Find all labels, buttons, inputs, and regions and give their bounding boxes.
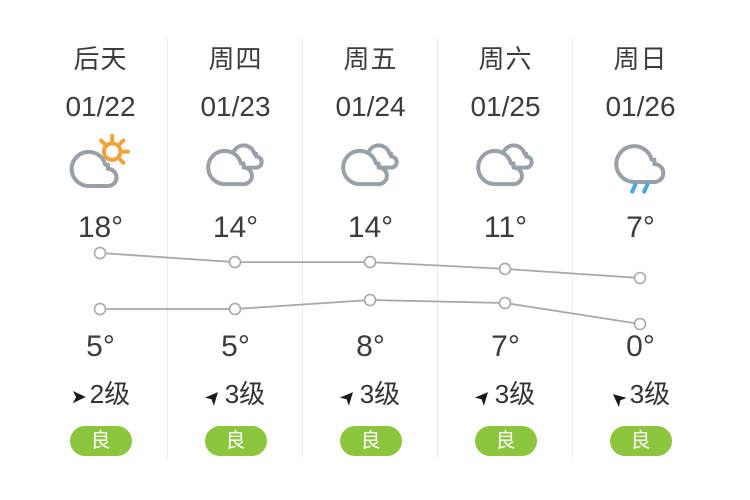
cloudy-icon [205,143,264,187]
forecast-day-column[interactable]: 周四 01/23 14° 5° ➤3级 良 [168,0,303,500]
rain-icon [613,144,665,194]
low-temp: 5° [221,330,250,363]
partly-cloudy-icon [69,133,130,189]
date-label: 01/25 [470,91,541,122]
day-label: 周六 [478,44,533,74]
aqi-badge: 良 [204,426,267,456]
high-temp: 11° [483,211,528,244]
date-label: 01/22 [65,91,136,122]
forecast-day-column[interactable]: 周六 01/25 11° 7° ➤3级 良 [438,0,573,500]
low-temp: 0° [626,330,655,363]
aqi-badge: 良 [339,426,402,456]
column-divider [437,38,438,459]
forecast-day-column[interactable]: 周日 01/26 7° 0° ➤3级 良 [573,0,708,500]
date-label: 01/26 [605,91,676,122]
forecast-day-column[interactable]: 周五 01/24 14° 8° ➤3级 良 [303,0,438,500]
low-temp: 8° [356,330,385,363]
high-temp: 14° [347,211,394,244]
day-label: 周日 [613,44,668,74]
wind-info: ➤ 2级 [33,380,168,408]
high-temp: 18° [77,211,124,244]
weather-icon [69,131,133,201]
wind-level: 3级 [629,379,671,409]
aqi-badge: 良 [609,426,672,456]
forecast-day-column[interactable]: 后天 01/22 18° 5° ➤ 2级 良 [33,0,168,500]
wind-direction-icon: ➤ [70,387,87,408]
aqi-badge: 良 [474,426,537,456]
day-label: 后天 [73,44,128,74]
wind-info: ➤3级 [573,379,708,412]
column-divider [302,38,303,459]
weather-icon [474,131,538,201]
aqi-badge: 良 [69,426,132,456]
wind-info: ➤3级 [168,379,303,411]
low-temp: 5° [86,330,115,363]
wind-level: 2级 [89,379,131,409]
date-label: 01/23 [200,91,271,122]
cloudy-icon [340,143,399,187]
wind-info: ➤3级 [438,379,573,411]
high-temp: 7° [626,211,655,244]
low-temp: 7° [491,330,520,363]
column-divider [167,38,168,459]
wind-level: 3级 [359,379,401,409]
date-label: 01/24 [335,91,406,122]
weather-icon [204,131,268,201]
weather-icon [609,131,673,201]
cloudy-icon [475,143,534,187]
wind-info: ➤3级 [303,379,438,411]
wind-level: 3级 [224,379,266,409]
day-label: 周四 [208,44,263,74]
column-divider [572,38,573,459]
day-label: 周五 [343,44,398,74]
weather-icon [339,131,403,201]
wind-level: 3级 [494,379,536,409]
high-temp: 14° [212,211,259,244]
